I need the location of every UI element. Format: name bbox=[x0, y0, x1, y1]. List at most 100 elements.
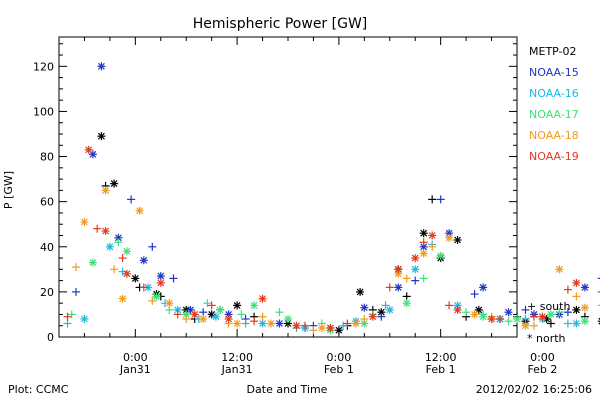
north-point bbox=[276, 320, 284, 328]
south-point bbox=[309, 326, 317, 334]
north-point bbox=[360, 304, 368, 312]
north-point bbox=[191, 310, 199, 318]
north-point bbox=[356, 288, 364, 296]
south-point bbox=[110, 265, 118, 273]
north-point bbox=[445, 234, 453, 242]
south-point bbox=[237, 310, 245, 318]
x-tick-sublabel: Feb 2 bbox=[527, 363, 557, 376]
north-point bbox=[110, 180, 118, 188]
north-point bbox=[199, 315, 207, 323]
north-point bbox=[335, 326, 343, 334]
south-point bbox=[72, 288, 80, 296]
y-tick-label: 100 bbox=[33, 105, 54, 118]
north-point bbox=[403, 299, 411, 307]
north-point bbox=[428, 232, 436, 240]
north-point bbox=[555, 265, 563, 273]
north-point bbox=[250, 301, 258, 309]
plot-frame bbox=[59, 37, 517, 337]
north-point bbox=[538, 313, 546, 321]
marker-legend-entry: * north bbox=[527, 332, 566, 345]
x-tick-sublabel: Jan31 bbox=[221, 363, 253, 376]
south-point bbox=[564, 320, 572, 328]
north-point bbox=[471, 310, 479, 318]
north-point bbox=[85, 146, 93, 154]
north-point bbox=[157, 279, 165, 287]
north-point bbox=[420, 229, 428, 237]
north-point bbox=[293, 322, 301, 330]
north-point bbox=[123, 270, 131, 278]
x-axis-label: Date and Time bbox=[247, 383, 328, 396]
south-point bbox=[377, 313, 385, 321]
north-point bbox=[80, 315, 88, 323]
south-point bbox=[140, 283, 148, 291]
south-point bbox=[505, 317, 513, 325]
north-point bbox=[394, 265, 402, 273]
north-point bbox=[572, 279, 580, 287]
y-tick-label: 20 bbox=[40, 286, 54, 299]
north-point bbox=[513, 315, 521, 323]
north-point bbox=[233, 320, 241, 328]
north-point bbox=[488, 315, 496, 323]
south-point bbox=[93, 225, 101, 233]
south-point bbox=[360, 315, 368, 323]
y-tick-label: 40 bbox=[40, 241, 54, 254]
north-point bbox=[411, 254, 419, 262]
y-tick-label: 120 bbox=[33, 60, 54, 73]
north-point bbox=[102, 227, 110, 235]
south-point bbox=[250, 317, 258, 325]
y-tick-label: 0 bbox=[47, 331, 54, 344]
south-point bbox=[127, 195, 135, 203]
south-point bbox=[572, 292, 580, 300]
south-point bbox=[445, 301, 453, 309]
south-point bbox=[564, 286, 572, 294]
chart-title: Hemispheric Power [GW] bbox=[193, 16, 368, 32]
south-point bbox=[259, 313, 267, 321]
north-point bbox=[267, 320, 275, 328]
north-point bbox=[97, 132, 105, 140]
south-point bbox=[530, 322, 538, 330]
plot-credit: Plot: CCMC bbox=[8, 383, 69, 396]
north-point bbox=[581, 304, 589, 312]
north-point bbox=[454, 306, 462, 314]
south-point bbox=[471, 290, 479, 298]
south-point bbox=[403, 292, 411, 300]
marker-legend-entry: + south bbox=[527, 300, 570, 313]
north-point bbox=[318, 324, 326, 332]
north-point bbox=[581, 283, 589, 291]
x-tick-sublabel: Feb 1 bbox=[324, 363, 354, 376]
north-point bbox=[394, 283, 402, 291]
north-point bbox=[572, 320, 580, 328]
legend-entry: NOAA-19 bbox=[529, 150, 579, 163]
south-point bbox=[420, 238, 428, 246]
north-point bbox=[369, 313, 377, 321]
south-point bbox=[114, 238, 122, 246]
south-point bbox=[72, 263, 80, 271]
north-point bbox=[479, 283, 487, 291]
north-point bbox=[136, 207, 144, 215]
south-point bbox=[119, 254, 127, 262]
south-point bbox=[437, 195, 445, 203]
north-point bbox=[437, 252, 445, 260]
south-point bbox=[242, 320, 250, 328]
north-point bbox=[522, 322, 530, 330]
legend-entry: NOAA-17 bbox=[529, 108, 579, 121]
north-point bbox=[153, 292, 161, 300]
plot-timestamp: 2012/02/02 16:25:06 bbox=[476, 383, 592, 396]
legend-entry: METP-02 bbox=[529, 45, 577, 58]
north-point bbox=[89, 259, 97, 267]
y-tick-label: 60 bbox=[40, 196, 54, 209]
y-tick-label: 80 bbox=[40, 151, 54, 164]
north-point bbox=[106, 243, 114, 251]
y-axis-label: P [GW] bbox=[2, 171, 15, 209]
north-point bbox=[123, 247, 131, 255]
north-point bbox=[326, 324, 334, 332]
north-point bbox=[233, 301, 241, 309]
south-point bbox=[386, 283, 394, 291]
north-point bbox=[131, 274, 139, 282]
north-point bbox=[572, 306, 580, 314]
x-tick-sublabel: Feb 1 bbox=[426, 363, 456, 376]
north-point bbox=[386, 306, 394, 314]
north-point bbox=[212, 313, 220, 321]
south-point bbox=[208, 301, 216, 309]
